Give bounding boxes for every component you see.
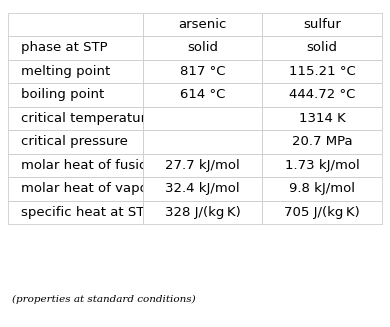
Text: (properties at standard conditions): (properties at standard conditions) [12, 295, 195, 304]
